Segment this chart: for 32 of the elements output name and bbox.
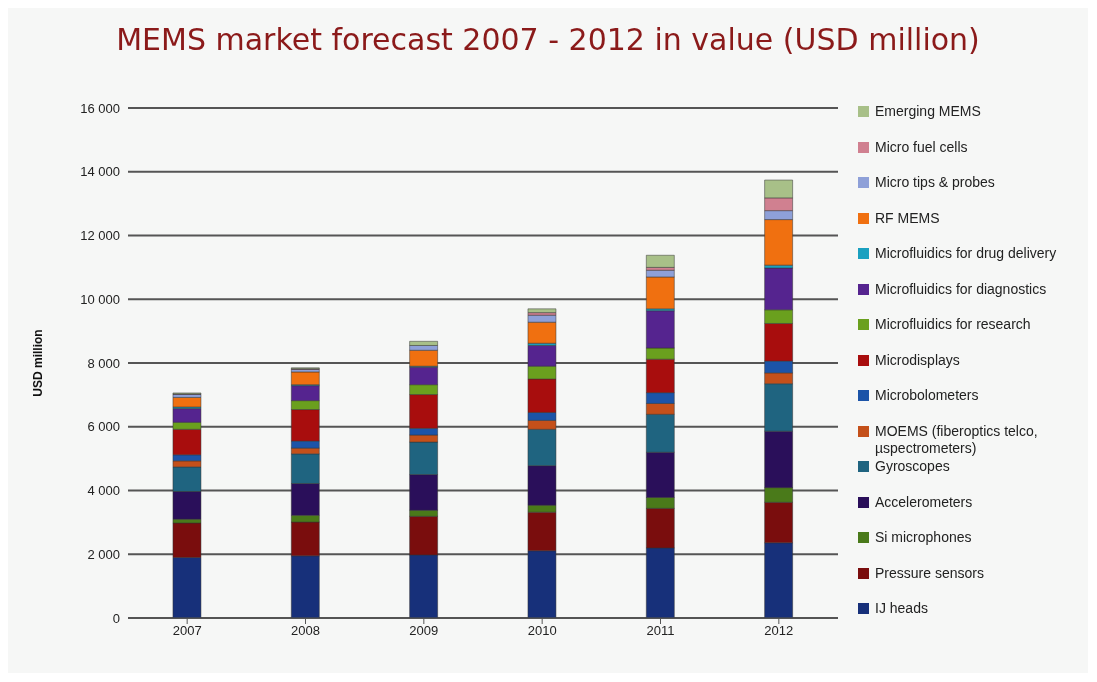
- legend-label: Emerging MEMS: [875, 103, 981, 120]
- legend-label: Micro tips & probes: [875, 174, 995, 191]
- y-axis-title: USD million: [31, 329, 46, 397]
- legend-label: Microbolometers: [875, 387, 979, 404]
- x-tick-label: 2007: [172, 623, 202, 639]
- y-tick-label: 2 000: [87, 546, 120, 562]
- x-tick-label: 2012: [764, 623, 794, 639]
- legend-label: Accelerometers: [875, 493, 973, 511]
- x-tick-label: 2011: [646, 623, 675, 639]
- x-tick-label: 2009: [409, 623, 439, 639]
- y-tick-label: 8 000: [87, 355, 120, 371]
- y-tick-label: 14 000: [80, 164, 120, 180]
- legend-label: IJ heads: [875, 600, 928, 617]
- y-tick-label: 4 000: [87, 483, 120, 499]
- x-tick-label: 2010: [527, 623, 557, 639]
- legend-label: Microfluidics for drug delivery: [875, 245, 1057, 262]
- y-tick-label: 12 000: [80, 228, 120, 244]
- legend-label: Microfluidics for diagnostics: [875, 280, 1047, 298]
- legend-label: Microdisplays: [875, 351, 960, 369]
- legend-label: Micro fuel cells: [875, 138, 968, 156]
- legend-label: RF MEMS: [875, 209, 940, 227]
- y-tick-label: 10 000: [80, 291, 120, 307]
- y-tick-label: 16 000: [80, 100, 120, 116]
- legend-label: Gyroscopes: [875, 458, 950, 475]
- y-tick-label: 0: [112, 610, 120, 626]
- x-tick-label: 2008: [291, 623, 320, 639]
- legend-label: Pressure sensors: [875, 564, 984, 582]
- chart-title: MEMS market forecast 2007 - 2012 in value (USD million): [115, 22, 981, 57]
- y-tick-label: 6 000: [87, 419, 120, 435]
- legend-label: Microfluidics for research: [875, 316, 1031, 333]
- legend-label: MOEMS (fiberoptics telco, µspectrometers): [875, 422, 1039, 457]
- legend-label: Si microphones: [875, 529, 972, 546]
